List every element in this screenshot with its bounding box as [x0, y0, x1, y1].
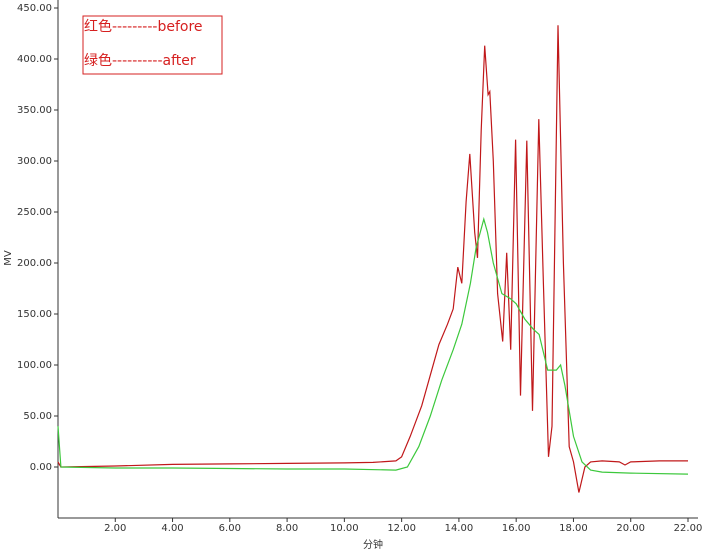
- y-tick-label: 300.00: [17, 156, 52, 167]
- x-tick-label: 12.00: [387, 523, 416, 534]
- x-tick-label: 2.00: [104, 523, 126, 534]
- x-tick-label: 20.00: [616, 523, 645, 534]
- y-tick-label: 200.00: [17, 258, 52, 269]
- y-tick-label: 100.00: [17, 360, 52, 371]
- x-tick-label: 18.00: [559, 523, 588, 534]
- legend-text: 红色---------before: [84, 18, 203, 35]
- x-tick-label: 16.00: [502, 523, 531, 534]
- x-tick-label: 6.00: [219, 523, 241, 534]
- x-tick-label: 4.00: [161, 523, 183, 534]
- x-axis-label: 分钟: [363, 538, 383, 551]
- y-tick-label: 0.00: [30, 462, 52, 473]
- x-tick-label: 22.00: [674, 523, 703, 534]
- y-tick-label: 450.00: [17, 3, 52, 14]
- y-tick-label: 350.00: [17, 105, 52, 116]
- x-tick-label: 14.00: [445, 523, 474, 534]
- y-tick-label: 150.00: [17, 309, 52, 320]
- legend-box: [82, 15, 223, 75]
- line: [57, 25, 688, 493]
- x-tick-label: 10.00: [330, 523, 359, 534]
- x-tick-label: 8.00: [276, 523, 298, 534]
- y-tick-label: 50.00: [23, 411, 52, 422]
- y-axis-label: MV: [3, 250, 14, 266]
- line: [57, 216, 689, 475]
- legend-text: 绿色----------after: [84, 52, 196, 69]
- y-tick-label: 250.00: [17, 207, 52, 218]
- y-tick-label: 400.00: [17, 54, 52, 65]
